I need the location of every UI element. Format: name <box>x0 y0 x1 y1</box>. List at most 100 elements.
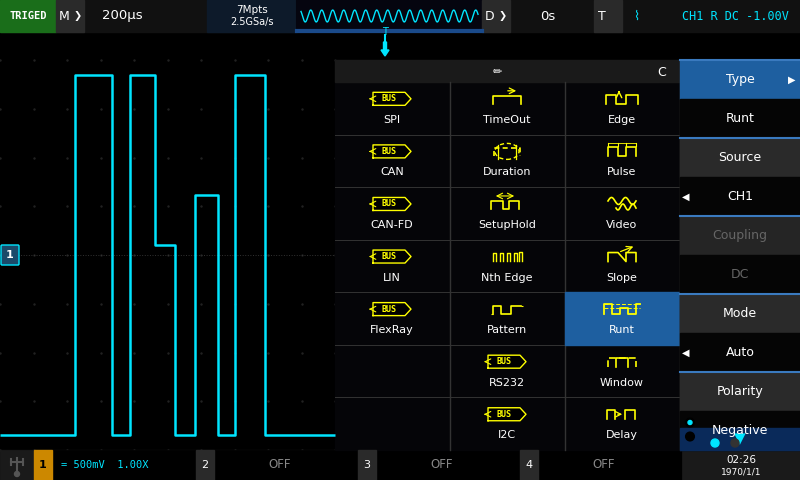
Text: TRIGED: TRIGED <box>10 11 46 21</box>
Text: Slope: Slope <box>606 273 638 283</box>
Bar <box>594 0 622 32</box>
Text: T: T <box>382 27 388 37</box>
Bar <box>680 138 800 177</box>
Text: Polarity: Polarity <box>717 385 763 398</box>
Text: 200μs: 200μs <box>102 10 142 23</box>
Text: 2: 2 <box>202 460 209 470</box>
Bar <box>680 216 800 255</box>
Bar <box>520 450 538 480</box>
Text: CAN: CAN <box>380 168 404 178</box>
Text: ❯: ❯ <box>499 11 507 21</box>
Bar <box>680 411 800 450</box>
Bar <box>358 450 520 480</box>
Text: BUS: BUS <box>382 252 397 261</box>
Bar <box>565 292 680 345</box>
Text: BUS: BUS <box>382 147 397 156</box>
Text: ▶: ▶ <box>788 74 796 84</box>
Text: Video: Video <box>606 220 638 230</box>
FancyArrow shape <box>381 42 389 56</box>
Text: OFF: OFF <box>593 458 615 471</box>
Circle shape <box>731 439 739 447</box>
Bar <box>0 0 56 32</box>
Text: 1: 1 <box>39 460 47 470</box>
Text: I2C: I2C <box>498 430 516 440</box>
Text: 7Mpts: 7Mpts <box>236 5 268 15</box>
Bar <box>680 255 800 294</box>
Text: CAN-FD: CAN-FD <box>370 220 414 230</box>
Text: DC: DC <box>731 268 749 281</box>
Text: ▼: ▼ <box>734 432 746 446</box>
Bar <box>680 60 800 99</box>
Polygon shape <box>488 408 526 421</box>
Bar <box>297 0 482 32</box>
Text: Negative: Negative <box>712 424 768 437</box>
Text: BUS: BUS <box>382 200 397 208</box>
Text: BUS: BUS <box>382 95 397 103</box>
Text: CH1: CH1 <box>727 190 753 203</box>
Bar <box>520 450 682 480</box>
Text: Pattern: Pattern <box>487 325 527 335</box>
Bar <box>0 60 335 450</box>
Text: C: C <box>658 65 666 79</box>
Text: T: T <box>598 10 606 23</box>
Text: Duration: Duration <box>482 168 531 178</box>
Text: CH1 R DC -1.00V: CH1 R DC -1.00V <box>682 10 789 23</box>
Text: LIN: LIN <box>383 273 401 283</box>
Text: BUS: BUS <box>382 305 397 313</box>
Text: SetupHold: SetupHold <box>478 220 536 230</box>
Bar <box>680 372 800 411</box>
Text: Source: Source <box>718 151 762 164</box>
Text: SPI: SPI <box>383 115 401 125</box>
Text: FlexRay: FlexRay <box>370 325 414 335</box>
Polygon shape <box>373 250 411 263</box>
Bar <box>680 333 800 372</box>
Text: 1970/1/1: 1970/1/1 <box>721 468 762 477</box>
Bar <box>196 450 214 480</box>
Text: Edge: Edge <box>608 115 636 125</box>
Bar <box>680 177 800 216</box>
Text: 2.5GSa/s: 2.5GSa/s <box>230 17 274 27</box>
Polygon shape <box>373 92 411 105</box>
Bar <box>680 294 800 333</box>
Circle shape <box>14 471 19 477</box>
Bar <box>34 450 52 480</box>
Bar <box>335 60 680 82</box>
Text: 1: 1 <box>6 250 14 260</box>
Text: Coupling: Coupling <box>713 229 767 242</box>
Text: Delay: Delay <box>606 430 638 440</box>
Bar <box>196 450 358 480</box>
Text: Pulse: Pulse <box>607 168 637 178</box>
Text: Type: Type <box>726 73 754 86</box>
Text: ✏: ✏ <box>492 67 502 77</box>
Text: TimeOut: TimeOut <box>483 115 530 125</box>
Text: 02:26: 02:26 <box>726 455 756 465</box>
Circle shape <box>711 439 719 447</box>
Text: Runt: Runt <box>726 112 754 125</box>
Bar <box>56 0 84 32</box>
FancyBboxPatch shape <box>1 245 19 265</box>
Bar <box>0 450 800 480</box>
Circle shape <box>686 432 694 441</box>
Text: OFF: OFF <box>269 458 291 471</box>
Text: 4: 4 <box>526 460 533 470</box>
Text: RS232: RS232 <box>489 378 525 388</box>
Bar <box>680 60 800 450</box>
Text: Nth Edge: Nth Edge <box>482 273 533 283</box>
Bar <box>680 99 800 138</box>
Circle shape <box>686 419 694 427</box>
Text: ◀: ◀ <box>682 192 690 202</box>
Polygon shape <box>373 302 411 316</box>
Text: BUS: BUS <box>497 357 511 366</box>
Bar <box>682 450 800 480</box>
Text: Runt: Runt <box>609 325 635 335</box>
Bar <box>335 60 680 450</box>
Bar <box>0 0 800 32</box>
Circle shape <box>688 420 692 424</box>
Bar <box>0 450 34 480</box>
Text: BUS: BUS <box>497 410 511 419</box>
Polygon shape <box>373 145 411 158</box>
Text: ❯: ❯ <box>74 11 82 21</box>
Bar <box>358 450 376 480</box>
Text: ⌇: ⌇ <box>633 10 639 23</box>
Text: Mode: Mode <box>723 307 757 320</box>
